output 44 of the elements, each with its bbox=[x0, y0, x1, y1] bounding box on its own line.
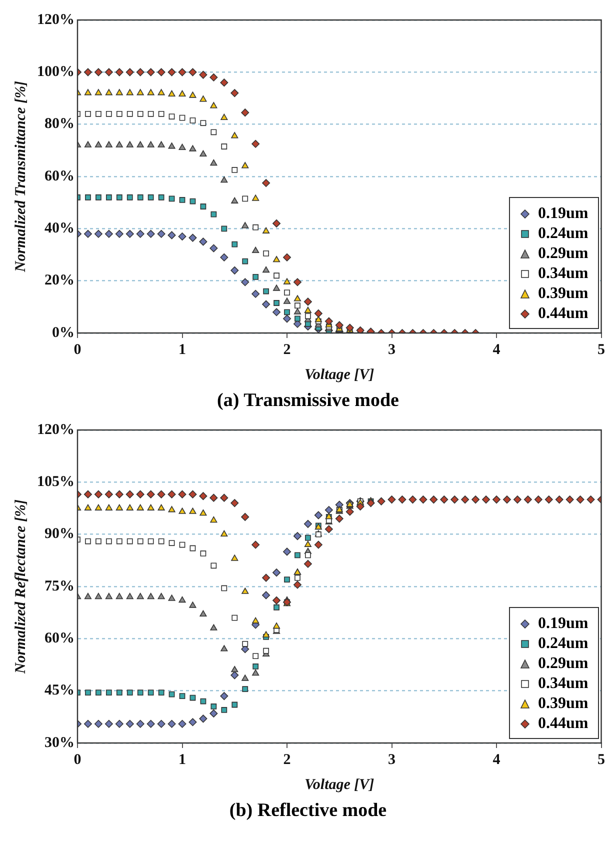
y-tick-label: 30% bbox=[44, 734, 74, 751]
y-tick-label: 20% bbox=[44, 272, 74, 289]
y-tick-label: 40% bbox=[44, 220, 74, 237]
x-axis-title: Voltage [V] bbox=[304, 776, 374, 793]
legend-label: 0.24um bbox=[538, 634, 588, 654]
legend-label: 0.34um bbox=[538, 674, 588, 694]
legend-label: 0.24um bbox=[538, 224, 588, 244]
x-tick-label: 0 bbox=[74, 342, 82, 358]
x-tick-label: 3 bbox=[388, 752, 396, 768]
y-tick-label: 120% bbox=[37, 12, 74, 28]
y-tick-label: 80% bbox=[44, 116, 74, 132]
y-tick-label: 60% bbox=[44, 168, 74, 184]
x-tick-label: 1 bbox=[178, 342, 186, 358]
y-tick-label: 45% bbox=[44, 682, 74, 699]
x-tick-label: 2 bbox=[283, 342, 291, 358]
y-tick-label: 120% bbox=[37, 422, 74, 438]
x-tick-label: 5 bbox=[598, 752, 605, 768]
y-axis-title: Normalized Transmittance [%] bbox=[12, 80, 29, 274]
legend-label: 0.44um bbox=[538, 714, 588, 734]
legend-label: 0.39um bbox=[538, 284, 588, 304]
legend-label: 0.44um bbox=[538, 304, 588, 324]
x-tick-label: 0 bbox=[74, 752, 82, 768]
text: (a) Transmissive mode bbox=[216, 390, 400, 412]
x-tick-label: 2 bbox=[283, 752, 291, 768]
x-tick-label: 1 bbox=[178, 752, 186, 768]
x-tick-label: 5 bbox=[598, 342, 605, 358]
legend-label: 0.39um bbox=[538, 694, 588, 714]
y-axis-title: Normalized Reflectance [%] bbox=[12, 499, 29, 675]
y-tick-label: 105% bbox=[37, 474, 74, 490]
legend-label: 0.19um bbox=[538, 204, 588, 224]
legend-label: 0.34um bbox=[538, 264, 588, 284]
legend-label: 0.29um bbox=[538, 654, 588, 674]
x-tick-label: 3 bbox=[388, 342, 396, 358]
x-tick-label: 4 bbox=[492, 342, 501, 358]
legend-label: 0.19um bbox=[538, 614, 588, 634]
y-tick-label: 75% bbox=[44, 578, 74, 594]
y-tick-label: 0% bbox=[52, 324, 74, 341]
x-axis-title: Voltage [V] bbox=[304, 366, 374, 383]
y-tick-label: 100% bbox=[37, 64, 74, 80]
x-tick-label: 4 bbox=[492, 752, 501, 768]
text: (b) Reflective mode bbox=[228, 800, 388, 822]
legend-label: 0.29um bbox=[538, 244, 588, 264]
y-tick-label: 60% bbox=[44, 630, 74, 647]
y-tick-label: 90% bbox=[44, 526, 74, 542]
